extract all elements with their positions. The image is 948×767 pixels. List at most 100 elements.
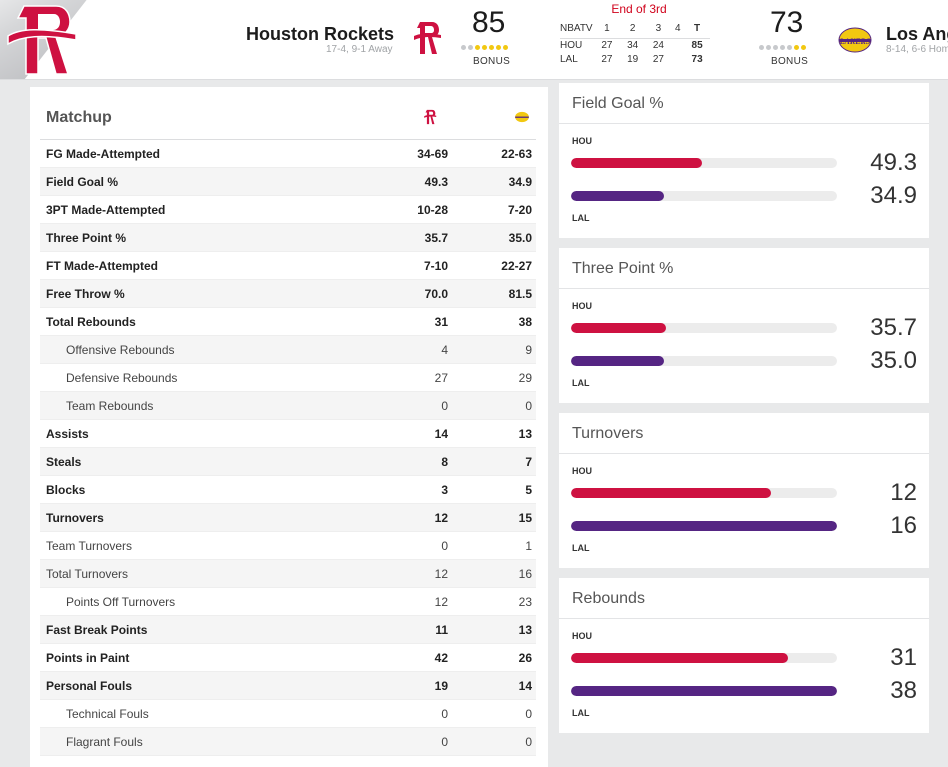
table-row: Turnovers 12 15	[40, 504, 536, 532]
stat-label: Points Off Turnovers	[66, 594, 176, 609]
linescore-cell	[671, 38, 684, 53]
table-row: Points Off Turnovers 12 23	[40, 588, 536, 616]
lal-stat-value: 35.0	[508, 230, 532, 245]
table-row: FT Made-Attempted 7-10 22-27	[40, 252, 536, 280]
hou-value: 49.3	[870, 149, 917, 176]
stat-label: Blocks	[46, 482, 86, 497]
hou-stat-value: 11	[435, 622, 448, 637]
hou-stat-value: 34-69	[417, 146, 448, 161]
lal-stat-value: 22-27	[501, 258, 532, 273]
hou-bar	[571, 653, 789, 663]
hou-value: 35.7	[870, 314, 917, 341]
table-row: Offensive Rebounds 4 9	[40, 336, 536, 364]
rockets-logo-icon[interactable]	[2, 0, 82, 80]
matchup-stats-table: FG Made-Attempted 34-69 22-63 Field Goal % 4…	[40, 139, 536, 756]
lal-stat-value: 16	[518, 566, 532, 581]
stat-label: Field Goal %	[46, 174, 119, 189]
timeout-dot	[475, 45, 480, 50]
table-row: Team Rebounds 0 0	[40, 392, 536, 420]
hou-label: HOU	[572, 301, 592, 311]
lal-value: 38	[890, 677, 917, 704]
period-header: 3	[645, 19, 672, 39]
lal-bar-track	[571, 356, 837, 366]
hou-bar	[571, 323, 666, 333]
table-row: Three Point % 35.7 35.0	[40, 224, 536, 252]
linescore-total: 85	[691, 40, 703, 51]
lal-stat-value: 26	[518, 650, 532, 665]
hou-stat-value: 4	[441, 342, 448, 357]
comparison-title: Rebounds	[572, 590, 645, 607]
stat-label: Points in Paint	[46, 650, 130, 665]
game-status: End of 3rd	[611, 2, 667, 16]
lal-stat-value: 9	[525, 342, 532, 357]
lal-stat-value: 0	[525, 398, 532, 413]
lal-stat-value: 13	[518, 622, 532, 637]
table-row: Team Turnovers 0 1	[40, 532, 536, 560]
home-team-name[interactable]: Houston Rockets	[246, 24, 395, 44]
timeout-dot	[794, 45, 799, 50]
table-row: Field Goal % 49.3 34.9	[40, 168, 536, 196]
table-row: Fast Break Points 11 13	[40, 616, 536, 644]
hou-stat-value: 19	[434, 678, 448, 693]
table-row: Assists 14 13	[40, 420, 536, 448]
hou-stat-value: 0	[441, 706, 448, 721]
home-team-record: 17-4, 9-1 Away	[326, 44, 393, 55]
lal-value: 35.0	[870, 347, 917, 374]
hou-label: HOU	[572, 631, 592, 641]
lal-label: LAL	[572, 543, 590, 553]
comparison-title: Field Goal %	[572, 95, 664, 112]
hou-bar-track	[571, 653, 837, 663]
rockets-logo-icon[interactable]	[412, 20, 442, 56]
stat-label: FG Made-Attempted	[46, 146, 160, 161]
lal-label: LAL	[572, 213, 590, 223]
lal-stat-value: 7	[525, 454, 532, 469]
stat-label: FT Made-Attempted	[46, 258, 158, 273]
stat-label: Turnovers	[46, 510, 104, 525]
table-row: Total Rebounds 31 38	[40, 308, 536, 336]
table-row: FG Made-Attempted 34-69 22-63	[40, 140, 536, 168]
timeout-dot	[496, 45, 501, 50]
timeout-dot	[780, 45, 785, 50]
stat-label: Three Point %	[46, 230, 127, 245]
table-row: Technical Fouls 0 0	[40, 700, 536, 728]
stat-label: Flagrant Fouls	[66, 734, 143, 749]
stat-label: Assists	[46, 426, 89, 441]
timeout-dot	[468, 45, 473, 50]
period-header: T	[684, 19, 710, 39]
comparison-card: Rebounds HOU 31 38 LAL	[559, 578, 929, 733]
lal-value: 34.9	[870, 182, 917, 209]
away-team-name[interactable]: Los Angeles Lakers	[886, 24, 948, 44]
table-row: 3PT Made-Attempted 10-28 7-20	[40, 196, 536, 224]
lal-bar	[571, 686, 837, 696]
hou-stat-value: 49.3	[424, 174, 448, 189]
hou-stat-value: 14	[434, 426, 448, 441]
linescore-team: HOU	[560, 40, 583, 51]
linescore-cell	[671, 53, 684, 68]
timeout-dot	[801, 45, 806, 50]
lakers-logo-icon[interactable]: LAKERS	[838, 26, 872, 54]
home-score: 85	[472, 6, 506, 39]
hou-stat-value: 35.7	[424, 230, 448, 245]
away-timeouts	[759, 45, 806, 50]
hou-bar-track	[571, 323, 837, 333]
home-timeouts	[461, 45, 508, 50]
stat-label: Team Rebounds	[66, 398, 154, 413]
comparison-title: Turnovers	[572, 425, 644, 442]
stat-label: Steals	[46, 454, 82, 469]
home-logo-banner	[0, 0, 128, 80]
table-row: Steals 8 7	[40, 448, 536, 476]
lakers-logo-icon	[515, 111, 529, 123]
lal-stat-value: 5	[525, 482, 532, 497]
hou-bar	[571, 488, 771, 498]
away-bonus: BONUS	[771, 56, 809, 67]
lal-stat-value: 0	[525, 734, 532, 749]
comparison-title: Three Point %	[572, 260, 674, 277]
linescore-cell: 27	[601, 54, 613, 66]
hou-bar-track	[571, 158, 837, 168]
period-header: 2	[619, 19, 646, 39]
lal-stat-value: 29	[518, 370, 532, 385]
hou-stat-value: 0	[441, 538, 448, 553]
card-divider	[559, 288, 929, 289]
lal-bar	[571, 521, 837, 531]
lal-bar	[571, 191, 664, 201]
